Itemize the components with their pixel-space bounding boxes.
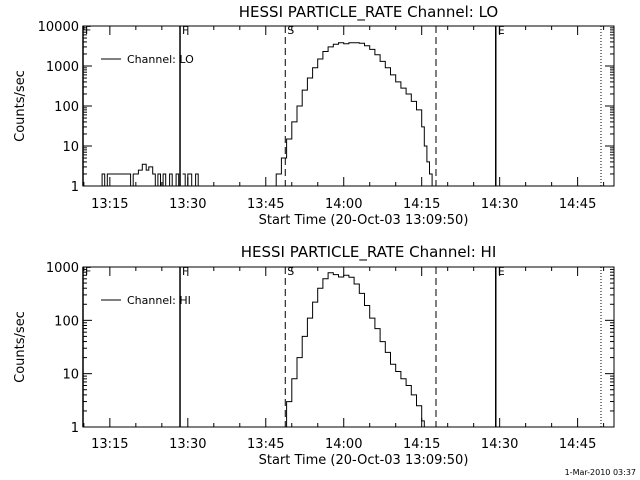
x-axis-label: Start Time (20-Oct-03 13:09:50) [259,453,469,468]
y-axis-label: Counts/sec [13,70,28,142]
event-marker-label: F [85,265,91,278]
event-marker-label: E [498,265,505,278]
plot-frame [82,266,615,428]
y-tick-label: 1 [71,180,79,195]
x-tick-label: 14:15 [403,437,440,452]
y-tick-label: 10 [62,368,79,383]
plot-frame [82,25,615,187]
y-tick-label: 100 [54,314,79,329]
x-tick-label: 13:30 [169,197,206,212]
event-marker-label: F [85,24,91,37]
event-marker-label: F [182,265,188,278]
series-line [281,272,425,428]
panel-hi: HESSI PARTICLE_RATE Channel: HI 1 10 100 100… [13,243,615,468]
event-marker-label: F [182,24,188,37]
event-marker-label: S [287,265,294,278]
y-tick-label: 1000 [46,60,79,75]
legend-entry: Channel: HI [127,294,191,307]
panel-lo: HESSI PARTICLE_RATE Channel: LO 1 10 100 100… [13,3,615,228]
series-line [99,163,180,187]
event-marker-label: S [287,24,294,37]
x-tick-label: 14:30 [481,437,518,452]
y-tick-label: 1 [71,421,79,436]
x-tick-label: 14:00 [325,197,362,212]
y-axis-label: Counts/sec [13,311,28,383]
x-tick-label: 13:30 [169,437,206,452]
legend-entry: Channel: LO [127,53,194,66]
x-tick-label: 14:45 [559,197,596,212]
x-tick-label: 14:30 [481,197,518,212]
y-tick-label: 1000 [46,261,79,276]
x-tick-label: 13:45 [247,437,284,452]
chart-title: HESSI PARTICLE_RATE Channel: LO [239,3,498,22]
y-tick-label: 100 [54,100,79,115]
x-tick-label: 14:15 [403,197,440,212]
series-line [273,42,433,187]
x-tick-label: 14:00 [325,437,362,452]
event-marker-label: E [498,24,505,37]
x-tick-label: 13:45 [247,197,284,212]
x-tick-label: 13:15 [91,437,128,452]
y-tick-label: 10000 [38,20,79,35]
x-tick-label: 13:15 [91,197,128,212]
x-axis-label: Start Time (20-Oct-03 13:09:50) [259,213,469,228]
y-tick-label: 10 [62,140,79,155]
series-line [182,173,199,187]
x-tick-label: 14:45 [559,437,596,452]
chart-title: HESSI PARTICLE_RATE Channel: HI [241,243,497,262]
footer-timestamp: 1-Mar-2010 03:37 [565,468,636,477]
